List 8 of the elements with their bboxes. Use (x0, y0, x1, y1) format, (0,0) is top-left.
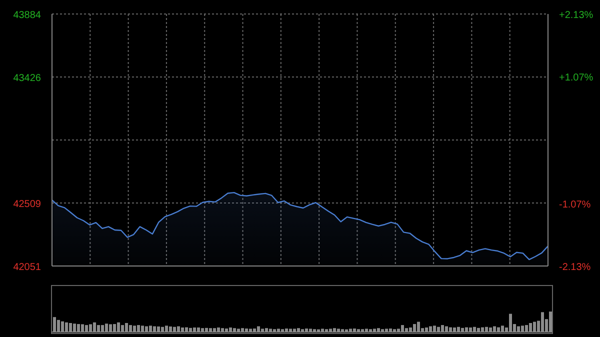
y-tick-label: 43426 (13, 72, 42, 84)
y-tick-label: 42509 (13, 199, 42, 210)
y2-tick-label: +1.07% (559, 72, 594, 84)
y2-tick-label: -2.13% (559, 262, 591, 273)
y-tick-label: 43884 (13, 10, 42, 21)
y2-tick-label: -1.07% (559, 199, 591, 210)
y-tick-label: 42051 (13, 262, 42, 273)
y2-tick-label: +2.13% (559, 10, 594, 21)
